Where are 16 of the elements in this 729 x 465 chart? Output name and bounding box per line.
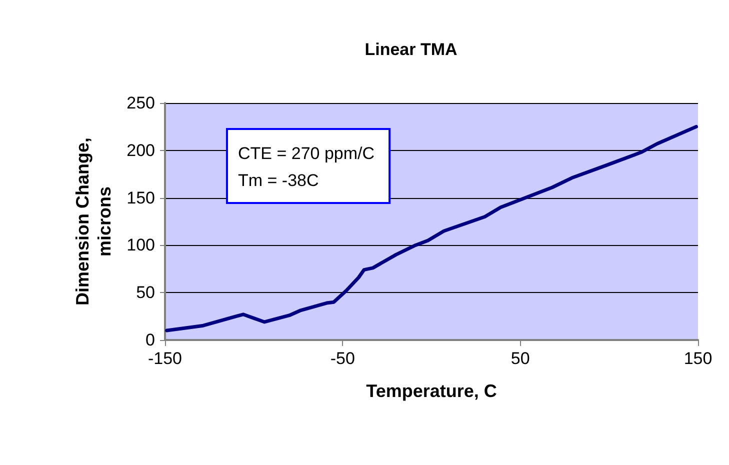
annotation: CTE = 270 ppm/C: [238, 144, 375, 163]
y-tick-label: 100: [126, 236, 155, 255]
line-series: [165, 124, 698, 332]
x-tick-label: 50: [510, 349, 530, 368]
annotation: Tm = -38C: [238, 171, 319, 190]
y-tick-label: 50: [136, 283, 155, 302]
y-axis-title: Dimension Change, microns: [72, 137, 115, 306]
y-tick-label: 150: [126, 188, 155, 208]
x-axis-title: Temperature, C: [366, 381, 497, 401]
y-tick-label: 250: [126, 94, 155, 112]
x-tick-label: -150: [148, 349, 182, 368]
y-tick-label: 200: [126, 140, 155, 160]
x-tick-label: 150: [684, 349, 712, 368]
y-tick-label: 0: [146, 330, 155, 350]
chart-title: Linear TMA: [364, 40, 458, 59]
x-tick-label: -50: [330, 349, 355, 368]
